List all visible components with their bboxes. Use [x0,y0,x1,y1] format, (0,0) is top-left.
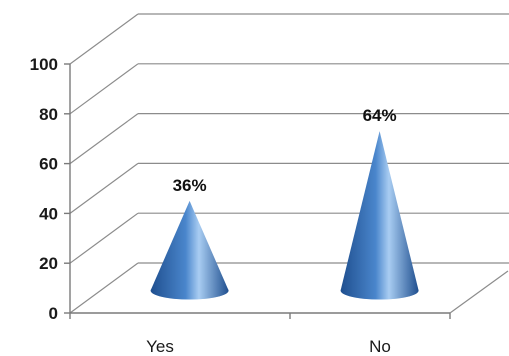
data-label-yes: 36% [173,176,207,195]
side-gridline [69,63,139,115]
cone-body [150,200,229,300]
side-gridline [69,212,139,264]
cone-base [340,281,419,300]
cones [150,131,419,300]
data-labels: 36% 64% [173,106,397,195]
cone-no [340,131,419,300]
category-label-yes: Yes [146,337,174,356]
cone-body [340,131,419,300]
side-gridline [69,262,139,314]
x-axis-categories: Yes No [146,337,391,356]
data-label-no: 64% [363,106,397,125]
side-gridline [69,162,139,214]
category-label-no: No [369,337,391,356]
y-tick-label: 60 [39,155,58,174]
cone-base [150,281,229,300]
floor-right-edge [449,270,509,314]
side-gridline [69,113,139,165]
y-axis-ticks: 0 20 40 60 80 100 [30,55,70,323]
y-tick-label: 100 [30,55,58,74]
side-gridline [69,13,139,65]
cone-yes [150,200,229,300]
gridlines [69,13,509,314]
axes [69,64,451,319]
y-tick-label: 80 [39,105,58,124]
y-tick-label: 0 [49,304,58,323]
y-tick-label: 20 [39,254,58,273]
y-tick-label: 40 [39,204,58,223]
